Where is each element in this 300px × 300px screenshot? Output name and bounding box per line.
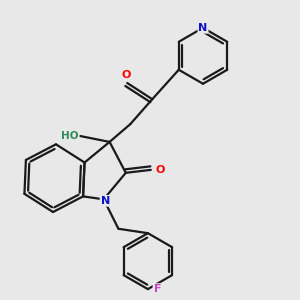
- Text: O: O: [155, 165, 165, 175]
- Text: N: N: [198, 23, 208, 33]
- Text: O: O: [121, 70, 130, 80]
- Text: N: N: [100, 196, 110, 206]
- Text: F: F: [154, 284, 161, 294]
- Text: HO: HO: [61, 131, 79, 141]
